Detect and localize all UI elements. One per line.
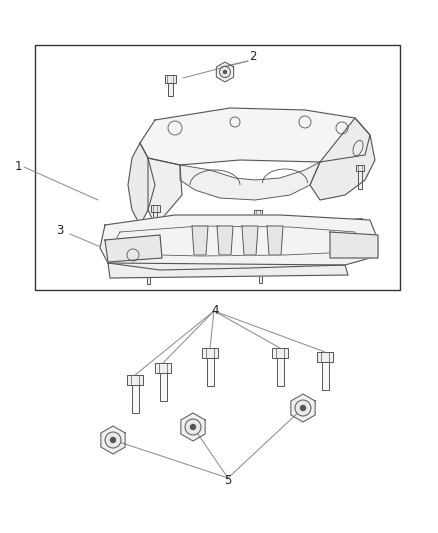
Bar [206, 358, 213, 386]
Text: 5: 5 [224, 473, 232, 487]
Polygon shape [310, 118, 375, 200]
Bar [354, 218, 362, 224]
Polygon shape [180, 162, 320, 200]
Bar [146, 272, 149, 284]
Polygon shape [128, 143, 155, 225]
Circle shape [110, 437, 116, 443]
Bar [356, 165, 364, 171]
Polygon shape [192, 226, 208, 255]
Polygon shape [242, 226, 258, 255]
Bar [254, 210, 262, 216]
Bar [155, 363, 171, 373]
Polygon shape [108, 263, 348, 278]
Bar [272, 348, 288, 358]
Polygon shape [140, 108, 370, 165]
Bar [356, 224, 360, 236]
Circle shape [223, 70, 227, 74]
Bar [202, 348, 218, 358]
Bar [167, 83, 173, 96]
Polygon shape [148, 158, 182, 225]
Polygon shape [330, 232, 378, 258]
Text: 1: 1 [14, 160, 22, 174]
Circle shape [105, 432, 121, 448]
Bar [127, 375, 143, 385]
Bar [35, 45, 400, 290]
Polygon shape [181, 413, 205, 441]
Polygon shape [291, 394, 315, 422]
Bar [321, 362, 328, 390]
Bar [258, 273, 261, 283]
Bar [317, 352, 333, 362]
Text: 2: 2 [249, 51, 257, 63]
Bar [256, 216, 260, 232]
Bar [145, 267, 152, 272]
Circle shape [190, 424, 196, 430]
Bar [159, 373, 166, 401]
Polygon shape [101, 426, 125, 454]
Circle shape [295, 400, 311, 416]
Circle shape [185, 419, 201, 435]
Polygon shape [105, 235, 162, 262]
Text: 3: 3 [57, 223, 64, 237]
Circle shape [219, 67, 230, 77]
Bar [276, 358, 283, 386]
Polygon shape [100, 215, 378, 270]
Circle shape [300, 405, 306, 411]
Bar [257, 268, 264, 273]
Bar [358, 171, 362, 189]
Bar [131, 385, 138, 413]
Polygon shape [216, 62, 233, 82]
Bar [153, 212, 157, 232]
Bar [151, 205, 159, 212]
Bar [165, 75, 176, 83]
Polygon shape [267, 226, 283, 255]
Polygon shape [217, 226, 233, 255]
Text: 4: 4 [211, 304, 219, 318]
